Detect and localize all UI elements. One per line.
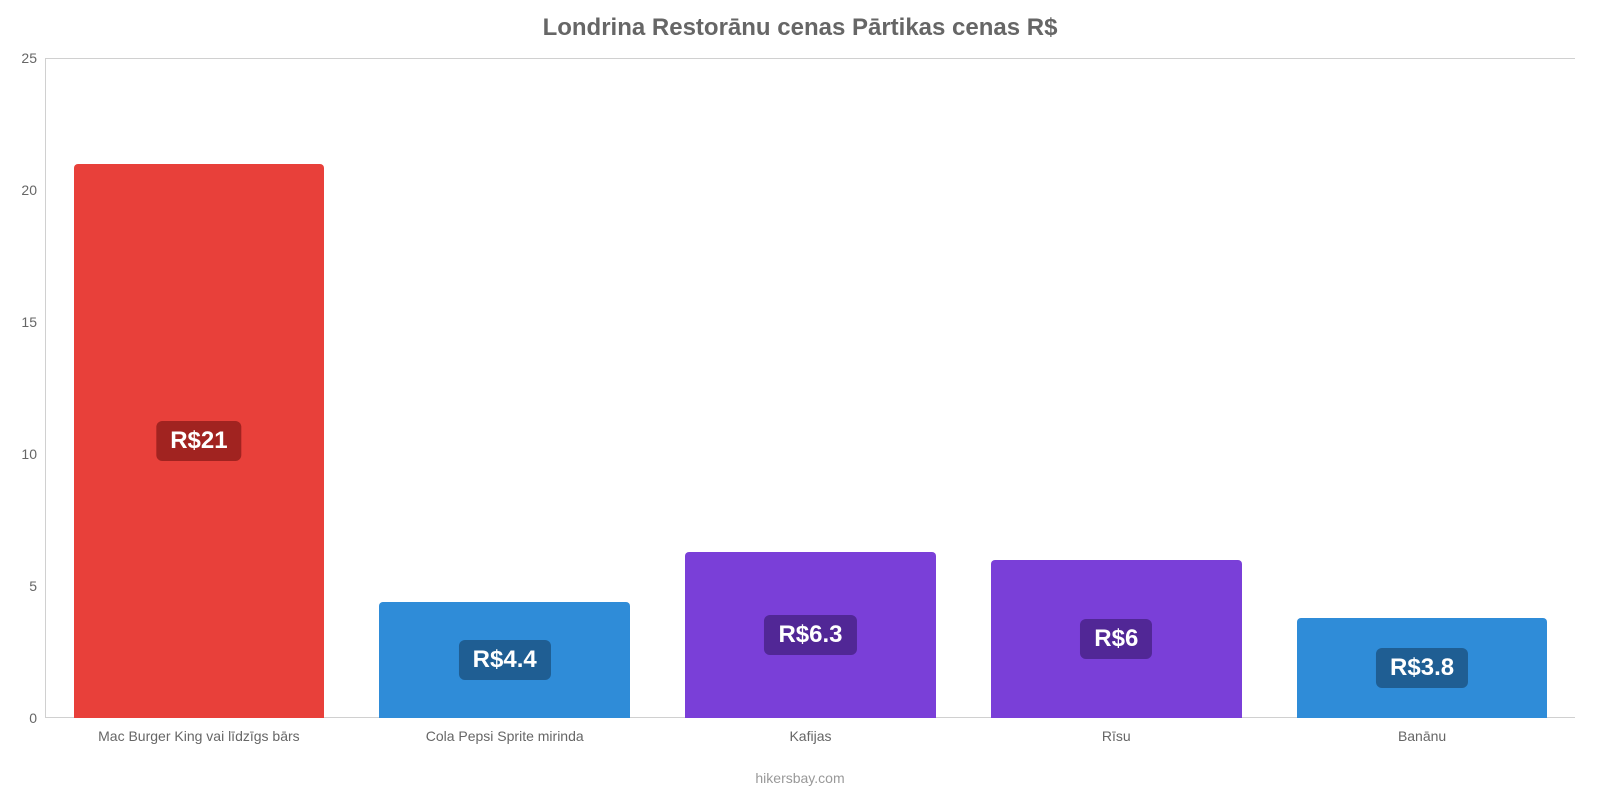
bar-slot: R$3.8 <box>1269 59 1575 718</box>
credit-label: hikersbay.com <box>0 770 1600 786</box>
y-tick-label: 15 <box>21 314 37 330</box>
x-axis-label: Rīsu <box>963 718 1269 744</box>
chart-title: Londrina Restorānu cenas Pārtikas cenas … <box>0 0 1600 42</box>
x-axis-label: Kafijas <box>658 718 964 744</box>
bars-container: R$21 R$4.4 R$6.3 R$6 R$3.8 <box>46 59 1575 718</box>
plot-area: R$21R$4.4R$6.3R$6R$3.8 Mac Burger King v… <box>45 58 1575 718</box>
bar-slot: R$4.4 <box>352 59 658 718</box>
bar-slot: R$6.3 <box>658 59 964 718</box>
bar-value-label: R$6 <box>1080 619 1152 659</box>
y-tick-label: 0 <box>29 710 37 726</box>
bar-value-label: R$3.8 <box>1376 648 1468 688</box>
x-axis-label: Banānu <box>1269 718 1575 744</box>
x-axis-labels: Mac Burger King vai līdzīgs bārsCola Pep… <box>46 718 1575 744</box>
x-axis-label: Cola Pepsi Sprite mirinda <box>352 718 658 744</box>
chart-area: 0510152025 R$21R$4.4R$6.3R$6R$3.8 Mac Bu… <box>45 58 1575 718</box>
x-axis-label: Mac Burger King vai līdzīgs bārs <box>46 718 352 744</box>
y-axis: 0510152025 <box>10 58 45 718</box>
y-tick-label: 20 <box>21 182 37 198</box>
bar: R$21 <box>74 164 325 718</box>
bar: R$6.3 <box>685 552 936 718</box>
bar: R$3.8 <box>1297 618 1548 718</box>
y-tick-label: 25 <box>21 50 37 66</box>
bar-slot: R$21 <box>46 59 352 718</box>
y-tick-label: 10 <box>21 446 37 462</box>
bar: R$4.4 <box>379 602 630 718</box>
bar-slot: R$6 <box>963 59 1269 718</box>
bar-value-label: R$6.3 <box>764 615 856 655</box>
y-tick-label: 5 <box>29 578 37 594</box>
bar-value-label: R$4.4 <box>459 640 551 680</box>
bar: R$6 <box>991 560 1242 718</box>
bar-value-label: R$21 <box>156 421 241 461</box>
